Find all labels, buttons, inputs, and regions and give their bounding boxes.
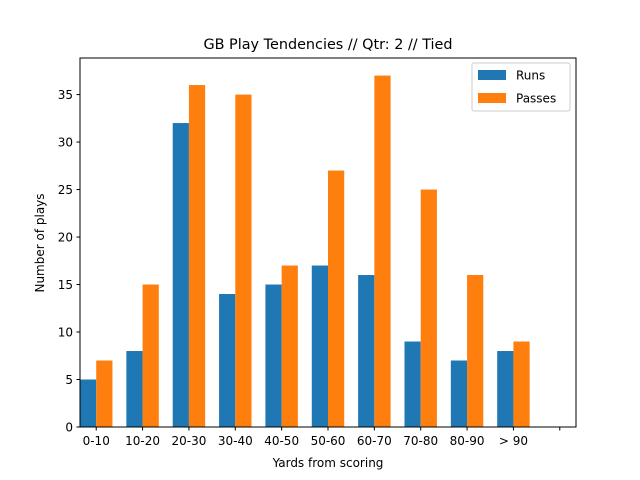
legend-label-passes: Passes	[516, 92, 556, 106]
bar-passes-8	[467, 275, 484, 427]
bar-runs-2	[172, 123, 189, 427]
y-tick-label-20: 20	[58, 230, 73, 244]
legend: Runs Passes	[471, 62, 571, 112]
legend-label-runs: Runs	[516, 69, 545, 83]
bar-runs-4	[265, 284, 282, 427]
bar-passes-7	[420, 189, 437, 427]
plot-area	[79, 57, 577, 428]
bar-passes-1	[142, 284, 159, 427]
bar-runs-8	[450, 360, 468, 427]
bar-passes-4	[281, 265, 298, 427]
bar-runs-3	[219, 294, 236, 427]
y-tick-label-5: 5	[65, 373, 73, 387]
x-tick-label-2: 20-30	[171, 434, 206, 448]
x-tick-label-8: 80-90	[450, 434, 485, 448]
bar-runs-0	[80, 379, 97, 427]
bar-runs-7	[404, 341, 421, 427]
y-axis-label: Number of plays	[33, 193, 47, 292]
y-axis: 0 5 10 15 20 25 30 35	[58, 88, 80, 434]
bar-runs-5	[311, 265, 328, 427]
bar-passes-9	[513, 341, 530, 427]
x-tick-label-7: 70-80	[403, 434, 438, 448]
y-tick-label-0: 0	[65, 420, 73, 434]
bar-passes-0	[96, 360, 113, 427]
x-tick-label-3: 30-40	[218, 434, 253, 448]
x-axis: 0-10 10-20 20-30 30-40 40-50 50-60 60-70 70-80 8…	[83, 427, 561, 448]
x-tick-label-6: 60-70	[357, 434, 392, 448]
bar-passes-6	[374, 75, 391, 427]
x-axis-label: Yards from scoring	[272, 456, 384, 470]
bar-runs-1	[126, 351, 143, 427]
x-tick-label-5: 50-60	[311, 434, 346, 448]
legend-swatch-passes	[478, 93, 506, 103]
x-tick-label-9: > 90	[499, 434, 528, 448]
y-tick-label-10: 10	[58, 325, 73, 339]
y-tick-label-35: 35	[58, 88, 73, 102]
bar-runs-6	[358, 275, 375, 427]
y-tick-label-30: 30	[58, 135, 73, 149]
bar-passes-2	[188, 85, 206, 427]
x-tick-label-4: 40-50	[264, 434, 299, 448]
bar-passes-3	[235, 94, 252, 427]
chart-title: GB Play Tendencies // Qtr: 2 // Tied	[203, 37, 452, 53]
bar-runs-9	[497, 351, 514, 427]
x-tick-label-0: 0-10	[83, 434, 110, 448]
x-tick-label-1: 10-20	[125, 434, 160, 448]
y-tick-label-25: 25	[58, 183, 73, 197]
legend-swatch-runs	[478, 70, 506, 80]
y-tick-label-15: 15	[58, 278, 73, 292]
bar-passes-5	[328, 170, 345, 428]
